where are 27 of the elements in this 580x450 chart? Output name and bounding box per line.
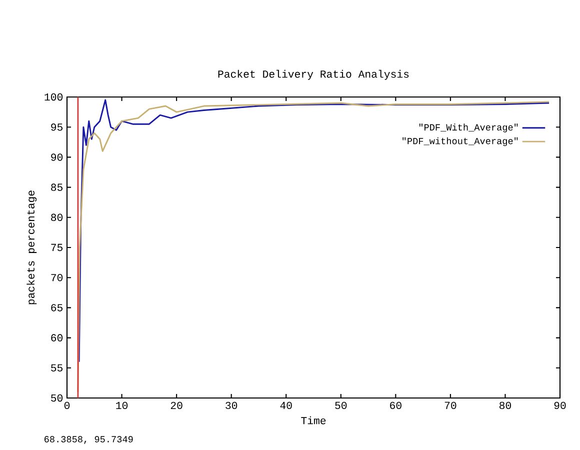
x-tick-label: 40 bbox=[280, 402, 292, 410]
y-tick-label: 95 bbox=[51, 123, 63, 131]
legend-label: "PDF_With_Average" bbox=[419, 124, 518, 132]
y-tick-label: 80 bbox=[51, 214, 63, 222]
x-axis-title: Time bbox=[301, 416, 326, 424]
text: 68.3858, 95.7349 bbox=[44, 436, 133, 444]
y-tick-label: 50 bbox=[51, 394, 63, 402]
y-tick-label: 55 bbox=[51, 364, 63, 372]
y-tick-label: 90 bbox=[51, 154, 63, 161]
y-tick-label: 85 bbox=[51, 184, 63, 191]
y-tick-label: 65 bbox=[51, 304, 63, 312]
y-axis-title: packets percentage bbox=[26, 190, 37, 304]
x-tick-label: 30 bbox=[226, 402, 238, 410]
x-tick-label: 50 bbox=[335, 402, 347, 410]
y-tick-label: 100 bbox=[44, 93, 63, 101]
x-tick-label: 80 bbox=[500, 402, 511, 410]
x-tick-label: 60 bbox=[390, 402, 402, 410]
x-tick-label: 20 bbox=[170, 402, 182, 410]
x-tick-label: 10 bbox=[116, 402, 128, 410]
chart-title: Packet Delivery Ratio Analysis bbox=[218, 70, 409, 80]
y-tick-label: 70 bbox=[51, 274, 63, 282]
x-tick-label: 90 bbox=[554, 402, 566, 410]
y-tick-label: 60 bbox=[51, 334, 63, 342]
x-tick-label: 0 bbox=[64, 402, 70, 410]
y-tick-label: 75 bbox=[51, 244, 63, 252]
legend-label: "PDF_without_Average" bbox=[402, 137, 518, 146]
x-tick-label: 70 bbox=[444, 402, 456, 410]
